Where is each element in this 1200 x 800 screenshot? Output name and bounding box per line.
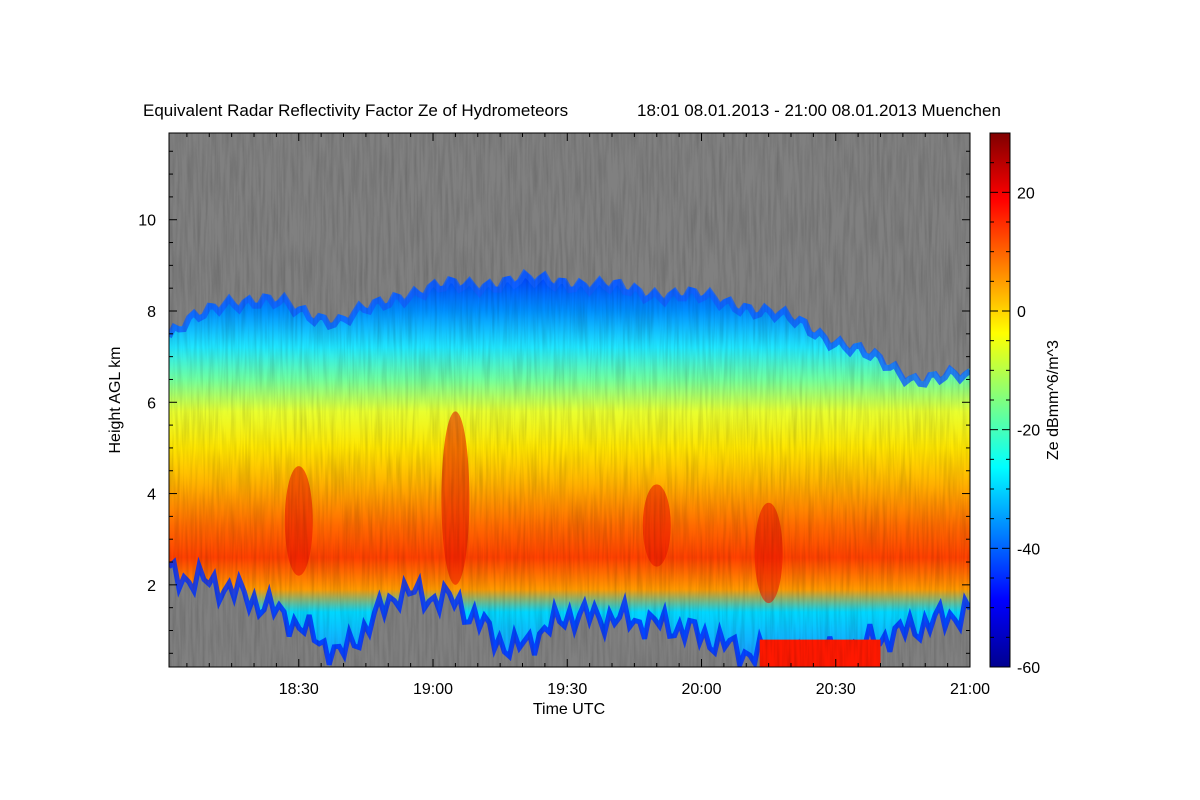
y-tick-label: 6 [147,395,156,412]
y-axis: 2 4 6 8 10 [138,150,970,654]
colorbar-tick-label: 20 [1017,185,1035,202]
y-tick-label: 2 [147,578,156,595]
plot-frame [168,132,971,668]
x-axis-label: Time UTC [533,701,605,718]
x-tick-label: 21:00 [950,681,990,698]
subtitle: 18:01 08.01.2013 - 21:00 08.01.2013 Muen… [637,101,1001,120]
colorbar-tick-label: -60 [1017,660,1040,677]
title: Equivalent Radar Reflectivity Factor Ze … [143,101,568,120]
y-tick-label: 8 [147,304,156,321]
y-axis-label: Height AGL km [107,346,124,453]
x-tick-label: 18:30 [279,681,319,698]
x-tick-label: 19:30 [547,681,587,698]
chart-title: Equivalent Radar Reflectivity Factor Ze … [143,101,1001,120]
colorbar-label: Ze dBmm^6/m^3 [1045,340,1062,460]
colorbar-tick-label: 0 [1017,304,1026,321]
reflectivity-core [1090,457,1118,594]
heatmap-layer [169,133,1118,667]
y-tick-label: 10 [138,213,156,230]
x-axis: 18:30 19:00 19:30 20:00 20:30 21:00 [186,133,990,698]
colorbar-ticks: -60 -40 -20 0 20 [990,162,1040,677]
colorbar-tick-label: -40 [1017,541,1040,558]
colorbar-tick-label: -20 [1017,423,1040,440]
colorbar: -60 -40 -20 0 20 Ze dBmm^6/m^3 [989,132,1062,677]
y-tick-label: 4 [147,487,156,504]
x-tick-label: 20:00 [681,681,721,698]
x-tick-label: 19:00 [413,681,453,698]
x-tick-label: 20:30 [816,681,856,698]
streak-texture [169,133,970,667]
